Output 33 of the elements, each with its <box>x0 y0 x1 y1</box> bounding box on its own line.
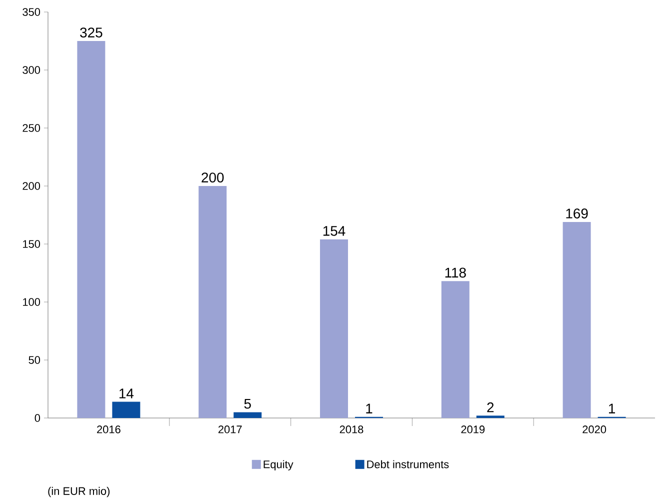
bar <box>320 239 348 418</box>
data-label: 200 <box>202 172 224 182</box>
bar <box>441 281 470 418</box>
data-label: 1 <box>608 404 616 414</box>
x-tick-label: 2018 <box>340 426 364 434</box>
y-tick-label: 50 <box>28 356 40 364</box>
bar <box>112 402 140 418</box>
y-tick-label: 250 <box>22 124 40 132</box>
x-tick-label: 2019 <box>461 426 485 434</box>
y-tick-label: 0 <box>34 414 40 422</box>
x-tick-label: 2020 <box>582 426 606 434</box>
bar <box>198 186 227 418</box>
y-tick-label: 200 <box>22 182 40 190</box>
y-tick-label: 150 <box>23 240 40 248</box>
x-tick-label: 2017 <box>218 426 242 434</box>
data-label: 2 <box>487 402 494 412</box>
legend-label: Equity <box>264 460 294 470</box>
data-label: 169 <box>566 208 588 218</box>
data-label: 1 <box>366 404 372 414</box>
y-tick-label: 100 <box>23 298 40 306</box>
y-tick-label: 300 <box>22 66 40 74</box>
x-tick-label: 2016 <box>97 426 120 434</box>
y-tick-label: 350 <box>22 8 40 16</box>
bar <box>77 41 106 418</box>
text: (in EUR mio) <box>48 486 110 498</box>
bar <box>234 412 262 418</box>
data-label: 325 <box>80 28 102 38</box>
data-label: 118 <box>445 268 466 278</box>
data-label: 14 <box>120 388 134 398</box>
bar <box>562 222 591 418</box>
data-label: 5 <box>244 398 251 409</box>
legend-label: Debt instruments <box>367 460 449 468</box>
data-label: 154 <box>323 226 346 236</box>
